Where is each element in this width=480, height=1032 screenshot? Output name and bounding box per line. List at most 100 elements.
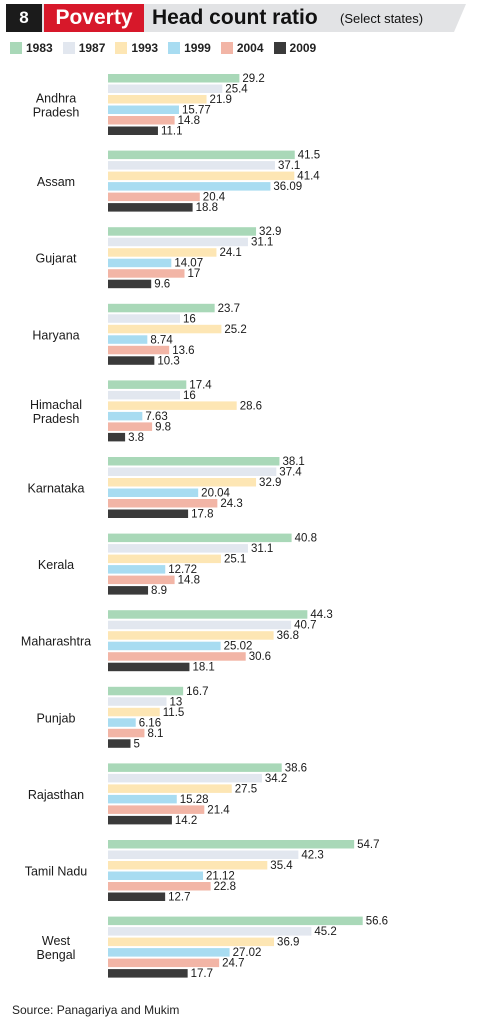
- bar-value-label: 15.77: [182, 105, 211, 117]
- state-label: Tamil Nadu: [25, 865, 88, 879]
- bar-value-label: 6.16: [139, 717, 161, 729]
- legend-label-1993: 1993: [131, 41, 159, 55]
- bar-value-label: 32.9: [259, 226, 281, 238]
- bar-value-label: 9.6: [154, 279, 170, 291]
- bar-2009: [108, 662, 190, 672]
- bar-value-label: 36.8: [277, 630, 299, 642]
- bar-value-label: 16: [183, 390, 196, 402]
- bar-1983: [108, 457, 280, 466]
- bar-value-label: 16.7: [186, 686, 208, 698]
- bar-value-label: 24.7: [222, 958, 244, 970]
- bar-value-label: 42.3: [301, 850, 323, 862]
- bar-2009: [108, 586, 149, 595]
- bar-value-label: 27.5: [235, 783, 257, 795]
- bar-1983: [108, 74, 240, 83]
- bar-value-label: 17.8: [191, 509, 213, 521]
- bar-value-label: 35.4: [270, 860, 293, 872]
- bar-2009: [108, 279, 152, 289]
- bar-1983: [108, 840, 355, 849]
- bar-value-label: 24.3: [220, 498, 242, 510]
- bar-2004: [108, 728, 145, 738]
- bar-value-label: 36.09: [273, 181, 302, 193]
- bar-2009: [108, 969, 188, 978]
- bar-value-label: 21.4: [207, 804, 230, 816]
- state-label: Maharashtra: [21, 635, 91, 649]
- bar-1987: [108, 544, 248, 553]
- bar-2009: [108, 892, 166, 901]
- legend-item-1983: 1983: [10, 40, 53, 56]
- bar-value-label: 41.5: [298, 150, 320, 162]
- state-label: Pradesh: [33, 106, 80, 120]
- bar-1993: [108, 478, 257, 487]
- bar-1999: [108, 411, 143, 421]
- bar-value-label: 14.07: [174, 258, 203, 270]
- legend-item-1999: 1999: [168, 40, 211, 56]
- bar-1983: [108, 763, 282, 772]
- bar-value-label: 14.8: [178, 575, 200, 587]
- bar-1987: [108, 697, 167, 706]
- bar-1987: [108, 237, 248, 247]
- chart-subtitle: (Select states): [340, 11, 424, 26]
- bar-1993: [108, 554, 221, 564]
- bar-value-label: 31.1: [251, 237, 273, 249]
- bar-1999: [108, 565, 166, 574]
- legend-item-1993: 1993: [115, 40, 158, 56]
- bar-value-label: 20.4: [203, 192, 226, 204]
- bar-1987: [108, 390, 180, 400]
- bar-1983: [108, 686, 184, 696]
- bar-1993: [108, 401, 237, 410]
- source-note: Source: Panagariya and Mukim: [12, 1003, 180, 1017]
- bar-value-label: 13.6: [172, 345, 194, 357]
- bar-1999: [108, 718, 136, 727]
- bar-2009: [108, 509, 189, 518]
- bar-value-label: 18.1: [192, 662, 214, 674]
- bar-1987: [108, 467, 277, 476]
- bar-1983: [108, 533, 292, 543]
- state-label: Haryana: [32, 328, 79, 342]
- bar-value-label: 8.1: [147, 728, 163, 740]
- bar-1999: [108, 794, 177, 804]
- state-group: Assam 41.537.141.436.09 20.418.8: [37, 150, 320, 215]
- bar-1983: [108, 916, 363, 926]
- legend-item-1987: 1987: [62, 40, 105, 56]
- bar-value-label: 12.72: [168, 564, 197, 576]
- bar-value-label: 7.63: [145, 411, 167, 423]
- bar-1983: [108, 380, 187, 389]
- legend-label-2009: 2009: [289, 41, 317, 55]
- bar-2009: [108, 815, 172, 825]
- bar-value-label: 17: [188, 268, 201, 280]
- bar-2009: [108, 126, 158, 135]
- bar-2009: [108, 432, 126, 442]
- chart-header: 8 Poverty Head count ratio (Select state…: [6, 4, 466, 32]
- bar-value-label: 36.9: [277, 937, 299, 949]
- state-label: Punjab: [37, 711, 76, 725]
- state-label: Bengal: [37, 948, 76, 962]
- bar-value-label: 16: [183, 313, 196, 325]
- bar-chart: AndhraPradesh29.225.421.915.7714.811.1As…: [21, 73, 388, 980]
- legend-label-1999: 1999: [184, 41, 211, 55]
- legend-swatch-1993: [115, 42, 128, 54]
- bar-1999: [108, 641, 221, 651]
- bar-value-label: 45.2: [314, 926, 336, 938]
- bar-value-label: 27.02: [233, 947, 262, 959]
- bar-1999: [108, 871, 204, 880]
- bar-value-label: 3.8: [128, 432, 144, 444]
- bar-2004: [108, 345, 170, 355]
- bar-value-label: 23.7: [218, 303, 240, 315]
- bar-value-label: 32.9: [259, 477, 281, 489]
- state-label: Gujarat: [36, 252, 78, 266]
- bar-value-label: 54.7: [357, 839, 379, 851]
- legend-swatch-2004: [220, 42, 233, 54]
- bar-2004: [108, 499, 218, 508]
- bar-value-label: 14.8: [178, 115, 200, 127]
- bar-value-label: 38.6: [285, 762, 307, 774]
- bar-value-label: 17.7: [191, 968, 213, 980]
- bar-2009: [108, 203, 193, 212]
- bar-value-label: 34.2: [265, 773, 287, 785]
- bar-value-label: 38.1: [282, 456, 304, 468]
